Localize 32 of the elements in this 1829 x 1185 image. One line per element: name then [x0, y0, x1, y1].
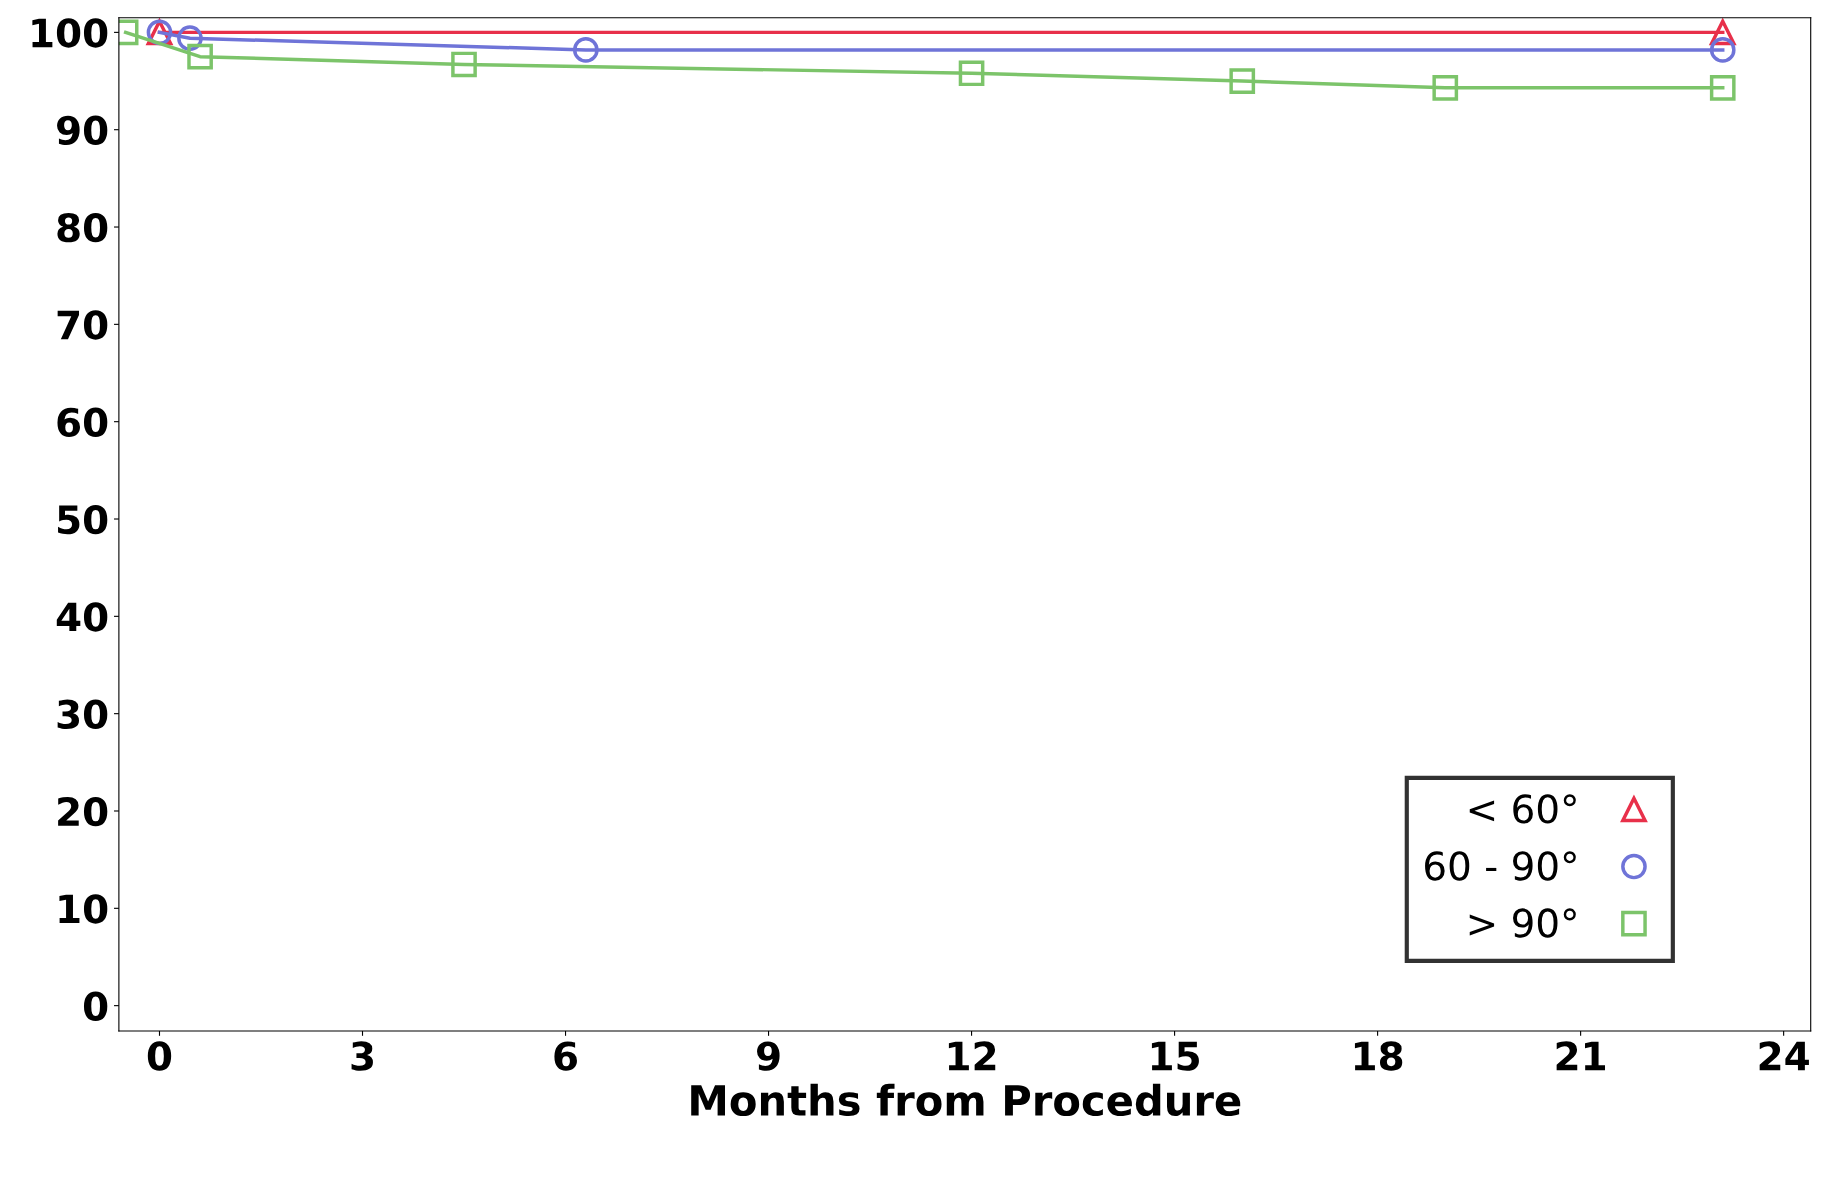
- x-tick-label: 3: [351, 1041, 373, 1071]
- y-tick-label: 50: [58, 504, 108, 535]
- point: [451, 51, 477, 78]
- x-tick-label: 15: [1151, 1041, 1199, 1071]
- y-tick-label: 10: [59, 894, 108, 924]
- point: [1709, 37, 1736, 63]
- y-tick-label: 70: [57, 310, 108, 340]
- point: [1432, 75, 1459, 101]
- y-tick-label: 80: [57, 212, 108, 243]
- point: [1229, 68, 1256, 94]
- y-tick-label: 30: [57, 699, 108, 729]
- point: [572, 37, 599, 63]
- x-tick-label: 12: [948, 1041, 996, 1071]
- y-tick-label: 40: [56, 602, 108, 632]
- legend-label: 60 - 90°: [1425, 851, 1576, 881]
- point: [187, 43, 213, 70]
- y-tick-label: 60: [57, 407, 108, 438]
- x-axis-title: Months from Procedure: [691, 1083, 1241, 1117]
- legend-label: > 90°: [1469, 908, 1576, 938]
- y-tick-label: 0: [83, 991, 108, 1021]
- y-tick-label: 20: [58, 796, 108, 827]
- y-tick-label: 90: [57, 115, 108, 146]
- x-tick-label: 21: [1556, 1041, 1606, 1071]
- x-tick-label: 6: [554, 1041, 577, 1071]
- point: [958, 60, 985, 87]
- x-tick-label: 0: [147, 1041, 172, 1071]
- legend-label: < 60°: [1469, 794, 1576, 824]
- x-tick-label: 24: [1759, 1041, 1809, 1071]
- x-tick-label: 9: [757, 1041, 780, 1071]
- x-tick-label: 18: [1354, 1041, 1403, 1071]
- point: [1709, 75, 1736, 101]
- y-tick-label: 100: [32, 18, 108, 48]
